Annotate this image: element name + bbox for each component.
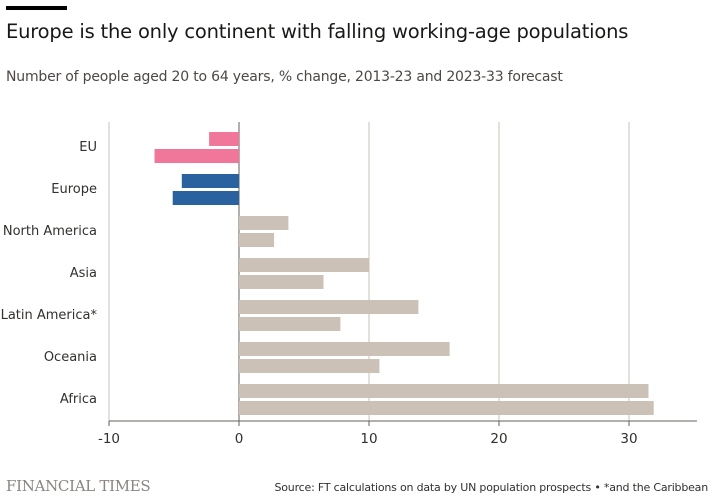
category-label: Oceania (44, 350, 97, 365)
bars (154, 132, 654, 415)
x-axis: -10 0 10 20 30 (98, 420, 697, 447)
bar (239, 300, 419, 314)
bar (239, 317, 341, 331)
bar (239, 216, 289, 230)
category-label: Latin America* (1, 308, 98, 323)
bar (181, 174, 239, 188)
source-note: Source: FT calculations on data by UN po… (274, 481, 709, 494)
bar (154, 149, 239, 163)
bar (239, 275, 324, 289)
x-tick-label: 20 (490, 431, 507, 447)
x-tick-label: 30 (620, 431, 637, 447)
bar (172, 191, 239, 205)
category-label: Europe (51, 182, 97, 197)
x-tick-label: -10 (98, 431, 120, 447)
category-label: EU (79, 140, 97, 155)
bar (239, 384, 649, 398)
category-label: North America (3, 224, 97, 239)
bar (239, 359, 380, 373)
x-tick-label: 10 (360, 431, 377, 447)
category-labels: EU Europe North America Asia Latin America* O… (1, 140, 98, 407)
chart-title: Europe is the only continent with fallin… (6, 20, 629, 43)
ft-top-rule (6, 6, 67, 10)
category-label: Africa (60, 392, 97, 407)
bar (239, 342, 450, 356)
x-tick-label: 0 (235, 431, 244, 447)
bar (239, 401, 654, 415)
bar (239, 258, 369, 272)
chart-subtitle: Number of people aged 20 to 64 years, % … (6, 69, 563, 85)
financial-times-logo: FINANCIAL TIMES (6, 477, 151, 495)
category-label: Asia (70, 266, 97, 281)
bar (239, 233, 275, 247)
bar (209, 132, 239, 146)
